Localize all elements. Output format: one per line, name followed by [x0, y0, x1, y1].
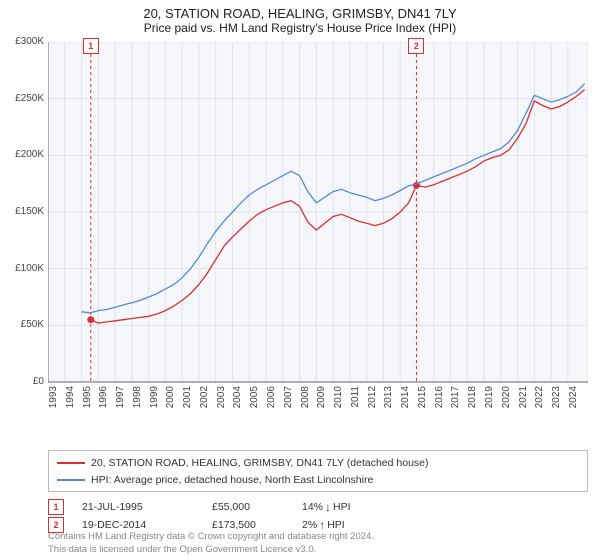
x-tick-label: 1997 — [115, 386, 126, 416]
page-title: 20, STATION ROAD, HEALING, GRIMSBY, DN41… — [0, 0, 600, 21]
page-subtitle: Price paid vs. HM Land Registry's House … — [0, 21, 600, 39]
x-tick-label: 2002 — [199, 386, 210, 416]
x-tick-label: 2014 — [400, 386, 411, 416]
x-tick-label: 1996 — [98, 386, 109, 416]
sale-marker-badge: 2 — [408, 38, 424, 54]
footer-line2: This data is licensed under the Open Gov… — [48, 544, 374, 556]
x-tick-label: 2010 — [333, 386, 344, 416]
y-tick-label: £300K — [4, 36, 44, 47]
legend-label: 20, STATION ROAD, HEALING, GRIMSBY, DN41… — [91, 455, 429, 472]
legend-swatch — [57, 479, 85, 481]
y-tick-label: £250K — [4, 93, 44, 104]
x-tick-label: 2019 — [484, 386, 495, 416]
sale-badge: 1 — [48, 499, 64, 515]
arrow-up-icon: ↑ — [319, 518, 325, 532]
legend-label: HPI: Average price, detached house, Nort… — [91, 472, 373, 489]
y-tick-label: £0 — [4, 376, 44, 387]
legend-row: 20, STATION ROAD, HEALING, GRIMSBY, DN41… — [57, 455, 579, 472]
x-tick-label: 2017 — [450, 386, 461, 416]
x-tick-label: 2006 — [266, 386, 277, 416]
x-tick-label: 1999 — [149, 386, 160, 416]
x-tick-label: 2000 — [165, 386, 176, 416]
legend-swatch — [57, 462, 85, 464]
x-tick-label: 2009 — [316, 386, 327, 416]
x-tick-label: 2008 — [300, 386, 311, 416]
x-tick-label: 2003 — [216, 386, 227, 416]
legend-row: HPI: Average price, detached house, Nort… — [57, 472, 579, 489]
sale-price: £55,000 — [212, 501, 302, 513]
x-tick-label: 2022 — [534, 386, 545, 416]
sale-date: 19-DEC-2014 — [82, 519, 212, 531]
x-tick-label: 2024 — [568, 386, 579, 416]
legend-series-box: 20, STATION ROAD, HEALING, GRIMSBY, DN41… — [48, 450, 588, 492]
sale-price: £173,500 — [212, 519, 302, 531]
x-tick-label: 2018 — [467, 386, 478, 416]
footer-line1: Contains HM Land Registry data © Crown c… — [48, 531, 374, 543]
x-tick-label: 2005 — [249, 386, 260, 416]
x-tick-label: 1994 — [65, 386, 76, 416]
x-tick-label: 1995 — [82, 386, 93, 416]
x-tick-label: 2013 — [383, 386, 394, 416]
arrow-down-icon: ↓ — [325, 500, 331, 514]
x-tick-label: 2001 — [182, 386, 193, 416]
legend: 20, STATION ROAD, HEALING, GRIMSBY, DN41… — [48, 450, 588, 534]
x-tick-label: 2012 — [367, 386, 378, 416]
x-tick-label: 1998 — [132, 386, 143, 416]
sale-change: 2%↑ HPI — [302, 518, 432, 532]
x-tick-label: 2023 — [551, 386, 562, 416]
price-chart: £0£50K£100K£150K£200K£250K£300K199319941… — [48, 42, 588, 412]
y-tick-label: £100K — [4, 263, 44, 274]
y-tick-label: £200K — [4, 149, 44, 160]
sales-table: 1 21-JUL-1995£55,00014%↓ HPI 2 19-DEC-2014£… — [48, 498, 588, 534]
sale-date: 21-JUL-1995 — [82, 501, 212, 513]
x-tick-label: 1993 — [48, 386, 59, 416]
x-tick-label: 2004 — [232, 386, 243, 416]
sale-change: 14%↓ HPI — [302, 500, 432, 514]
x-tick-label: 2016 — [434, 386, 445, 416]
sale-row: 1 21-JUL-1995£55,00014%↓ HPI — [48, 498, 588, 516]
x-tick-label: 2015 — [417, 386, 428, 416]
x-tick-label: 2020 — [501, 386, 512, 416]
y-tick-label: £50K — [4, 319, 44, 330]
sale-marker-badge: 1 — [83, 38, 99, 54]
x-tick-label: 2011 — [350, 386, 361, 416]
y-tick-label: £150K — [4, 206, 44, 217]
x-tick-label: 2007 — [283, 386, 294, 416]
x-tick-label: 2021 — [518, 386, 529, 416]
sale-badge: 2 — [48, 517, 64, 533]
footer-attribution: Contains HM Land Registry data © Crown c… — [48, 531, 374, 556]
